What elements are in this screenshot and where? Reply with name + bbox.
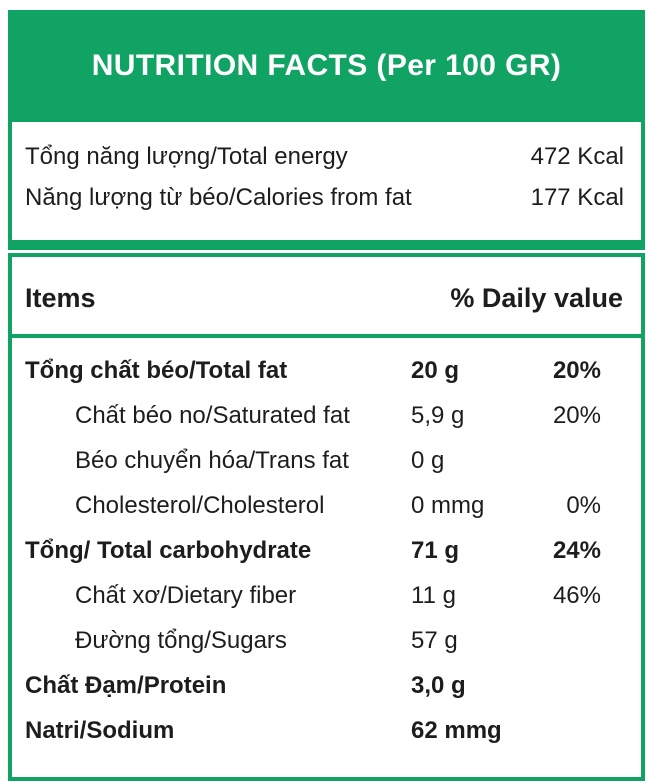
row-label: Tổng chất béo/Total fat xyxy=(25,356,288,384)
row-label: Chất xơ/Dietary fiber xyxy=(75,581,297,609)
row-percent: 0% xyxy=(566,491,601,519)
row-label: Tổng/ Total carbohydrate xyxy=(25,536,312,564)
row-label: Cholesterol/Cholesterol xyxy=(75,491,325,519)
energy-value: 472 Kcal xyxy=(530,143,624,170)
energy-summary-box: NUTRITION FACTS (Per 100 GR) Tổng năng l… xyxy=(8,10,645,250)
table-row: Natri/Sodium 62 mmg xyxy=(12,708,641,753)
row-label: Béo chuyển hóa/Trans fat xyxy=(75,446,349,474)
row-amount: 11 g xyxy=(411,581,456,609)
table-row: Chất béo no/Saturated fat 5,9 g 20% xyxy=(12,393,641,438)
nutrition-label-card: NUTRITION FACTS (Per 100 GR) Tổng năng l… xyxy=(8,10,645,781)
row-label: Chất Đạm/Protein xyxy=(25,671,227,699)
row-percent: 20% xyxy=(552,401,601,429)
table-row: Tổng chất béo/Total fat 20 g 20% xyxy=(12,348,641,393)
row-percent: 24% xyxy=(552,536,601,564)
row-amount: 3,0 g xyxy=(411,671,466,699)
energy-row: Năng lượng từ béo/Calories from fat 177 … xyxy=(25,177,624,218)
row-percent: 46% xyxy=(552,581,601,609)
table-row: Chất xơ/Dietary fiber 11 g 46% xyxy=(12,573,641,618)
row-amount: 0 mmg xyxy=(411,491,485,519)
row-label: Natri/Sodium xyxy=(25,716,175,744)
energy-label: Năng lượng từ béo/Calories from fat xyxy=(25,184,412,211)
energy-row: Tổng năng lượng/Total energy 472 Kcal xyxy=(25,136,624,177)
row-amount: 62 mmg xyxy=(411,716,502,744)
page-title: NUTRITION FACTS (Per 100 GR) xyxy=(91,49,562,82)
row-amount: 57 g xyxy=(411,626,458,654)
row-label: Đường tổng/Sugars xyxy=(75,626,287,654)
daily-value-column-header: % Daily value xyxy=(450,283,623,313)
table-body: Tổng chất béo/Total fat 20 g 20% Chất bé… xyxy=(12,338,641,777)
table-row: Đường tổng/Sugars 57 g xyxy=(12,618,641,663)
divider-gap xyxy=(8,250,645,253)
row-percent: 20% xyxy=(552,356,601,384)
row-amount: 71 g xyxy=(411,536,460,564)
row-amount: 0 g xyxy=(411,446,445,474)
energy-section: Tổng năng lượng/Total energy 472 Kcal Nă… xyxy=(12,122,641,240)
items-table: Items % Daily value Tổng chất béo/Total … xyxy=(8,253,645,781)
items-header: Items % Daily value xyxy=(12,257,641,338)
table-row: Tổng/ Total carbohydrate 71 g 24% xyxy=(12,528,641,573)
energy-value: 177 Kcal xyxy=(530,184,624,211)
energy-label: Tổng năng lượng/Total energy xyxy=(25,143,348,170)
row-amount: 5,9 g xyxy=(411,401,465,429)
table-row: Béo chuyển hóa/Trans fat 0 g xyxy=(12,438,641,483)
table-row: Cholesterol/Cholesterol 0 mmg 0% xyxy=(12,483,641,528)
items-column-header: Items xyxy=(25,283,96,313)
header-band: NUTRITION FACTS (Per 100 GR) xyxy=(12,10,641,122)
row-amount: 20 g xyxy=(411,356,460,384)
row-label: Chất béo no/Saturated fat xyxy=(75,401,350,429)
table-row: Chất Đạm/Protein 3,0 g xyxy=(12,663,641,708)
